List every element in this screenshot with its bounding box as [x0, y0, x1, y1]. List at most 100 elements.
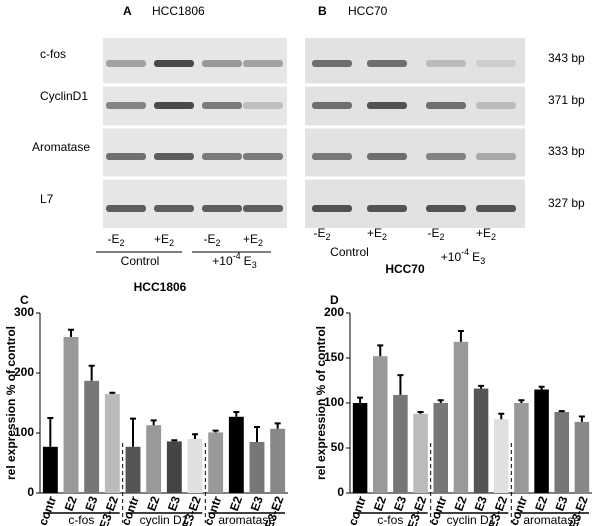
bar	[453, 341, 469, 493]
x-tick-label: E2	[532, 494, 550, 513]
band	[106, 60, 146, 67]
y-tick-label: 200	[324, 305, 344, 319]
label-part: 2	[119, 238, 124, 248]
label-part: -E	[203, 232, 215, 246]
bar	[393, 394, 408, 493]
cell-line: HCC70	[348, 4, 388, 18]
error-bar	[498, 412, 505, 420]
band-size: 327 bp	[548, 196, 585, 210]
x-tick-label: E3	[165, 494, 183, 513]
error-bar	[417, 411, 424, 414]
x-tick-label: contr	[36, 494, 60, 526]
cell-line: HCC1806	[152, 4, 205, 18]
panel-label: C	[20, 293, 29, 307]
bar	[493, 419, 509, 493]
label-part: 3	[480, 256, 485, 266]
band	[312, 153, 352, 160]
blot-bg	[103, 38, 287, 228]
band	[367, 60, 407, 67]
lane-group: +10-4 E3	[441, 247, 485, 266]
x-tick-label: E3	[472, 494, 490, 513]
bar	[372, 356, 388, 493]
y-tick-label: 200	[14, 365, 34, 379]
label-part: -E	[107, 232, 119, 246]
error-bar	[437, 399, 444, 403]
group-label: c-fos	[68, 513, 94, 526]
gene-label: L7	[40, 192, 54, 206]
bar	[166, 441, 182, 493]
band	[243, 153, 283, 160]
band	[202, 153, 242, 160]
blot-b	[305, 38, 525, 228]
lane-label: -E2	[203, 232, 220, 248]
band	[312, 60, 352, 67]
bar	[270, 428, 286, 493]
bar	[249, 442, 265, 493]
lane-group: Control	[121, 254, 160, 268]
band	[426, 102, 466, 109]
band-size: 333 bp	[548, 144, 585, 158]
panel-label: A	[123, 4, 132, 18]
error-bar	[538, 385, 545, 390]
lane-label: +E2	[367, 226, 387, 242]
label-part: +10	[212, 254, 233, 268]
gene-label: Aromatase	[32, 140, 90, 154]
band	[367, 153, 407, 160]
band	[426, 60, 466, 67]
band	[106, 102, 146, 109]
lane-group: +10-4 E3	[212, 251, 256, 270]
x-tick-label: E3	[391, 494, 409, 513]
error-bar	[171, 439, 178, 442]
band-size: 343 bp	[548, 51, 585, 65]
bar	[433, 403, 449, 493]
bar	[574, 421, 590, 493]
error-bar	[88, 364, 95, 381]
x-tick-label: E2	[227, 494, 245, 513]
label-part: +E	[367, 226, 382, 240]
x-tick-label: E2	[452, 494, 470, 513]
y-tick-label: 0	[27, 485, 34, 499]
x-tick-label: contr	[118, 494, 142, 526]
group-label: c-fos	[377, 513, 403, 526]
label-part: 2	[258, 238, 263, 248]
band	[243, 60, 283, 67]
label-part: +10	[441, 250, 462, 264]
bar	[554, 412, 570, 493]
band	[154, 205, 194, 212]
gene-label: c-fos	[40, 47, 66, 61]
error-bar	[397, 374, 404, 395]
y-tick-label: 100	[14, 425, 34, 439]
y-tick-label: 0	[337, 485, 344, 499]
band	[243, 205, 283, 212]
error-bar	[130, 417, 136, 447]
label-part: +E	[476, 226, 491, 240]
y-tick-label: 50	[331, 440, 345, 454]
x-tick-label: E3	[82, 494, 100, 513]
group-label: cyclin D1	[140, 513, 189, 526]
y-axis-label: rel expression % of control	[4, 326, 18, 480]
lane-label: +E2	[243, 232, 263, 248]
band	[106, 153, 146, 160]
x-tick-label: E2	[371, 494, 389, 513]
bar	[146, 425, 162, 493]
error-bar	[558, 410, 565, 413]
band	[426, 153, 466, 160]
bar	[413, 413, 428, 493]
label-part: 2	[491, 232, 496, 242]
band	[367, 205, 407, 212]
x-tick-label: contr	[345, 494, 369, 526]
label-part: 2	[215, 238, 220, 248]
band	[426, 205, 466, 212]
band	[243, 102, 283, 109]
band	[312, 102, 352, 109]
lane-group: Control	[330, 245, 369, 259]
gene-label: CyclinD1	[40, 89, 88, 103]
band	[106, 205, 146, 212]
label-part: -E	[427, 226, 439, 240]
blot-a	[103, 38, 287, 228]
lane-label: -E2	[107, 232, 124, 248]
error-bar	[109, 391, 116, 394]
band	[476, 205, 516, 212]
x-tick-label: E2	[62, 494, 80, 513]
bar	[125, 446, 141, 493]
